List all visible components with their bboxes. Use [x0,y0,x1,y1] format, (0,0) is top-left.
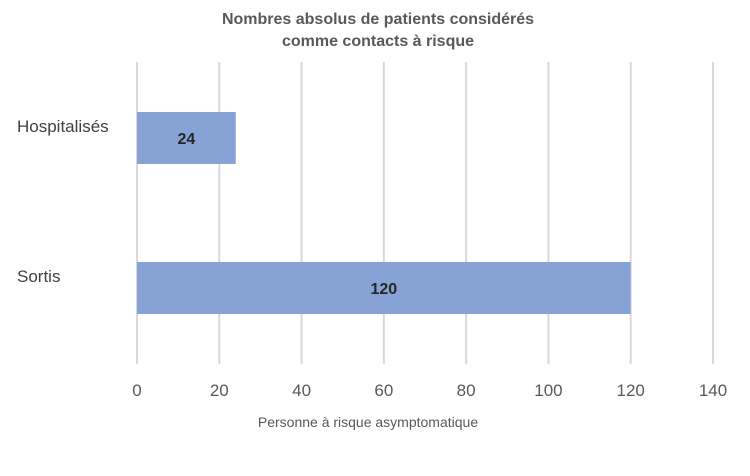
x-tick-label-140: 140 [699,381,727,400]
x-tick-label-100: 100 [534,381,562,400]
data-label-1: 24 [177,131,195,148]
data-label-2: 120 [371,281,398,298]
x-tick-label-0: 0 [132,381,141,400]
gridlines [136,62,714,364]
x-axis-title: Personne à risque asymptomatique [258,414,478,430]
bars [137,112,631,314]
bar-2 [137,262,631,314]
x-tick-label-60: 60 [374,381,393,400]
category-label-2: Sortis [17,267,60,286]
x-tick-label-80: 80 [457,381,476,400]
x-tick-label-20: 20 [210,381,229,400]
labels: 0 20 40 60 80 100 120 140 24 Hospitalisés 120 Sorti… [17,117,727,400]
chart-title-line-2: comme contacts à risque [282,33,474,50]
category-label-1: Hospitalisés [17,117,109,136]
chart-title-line-1: Nombres absolus de patients considérés [222,11,534,28]
x-tick-label-40: 40 [292,381,311,400]
x-tick-label-120: 120 [617,381,645,400]
bar-1 [137,112,236,164]
